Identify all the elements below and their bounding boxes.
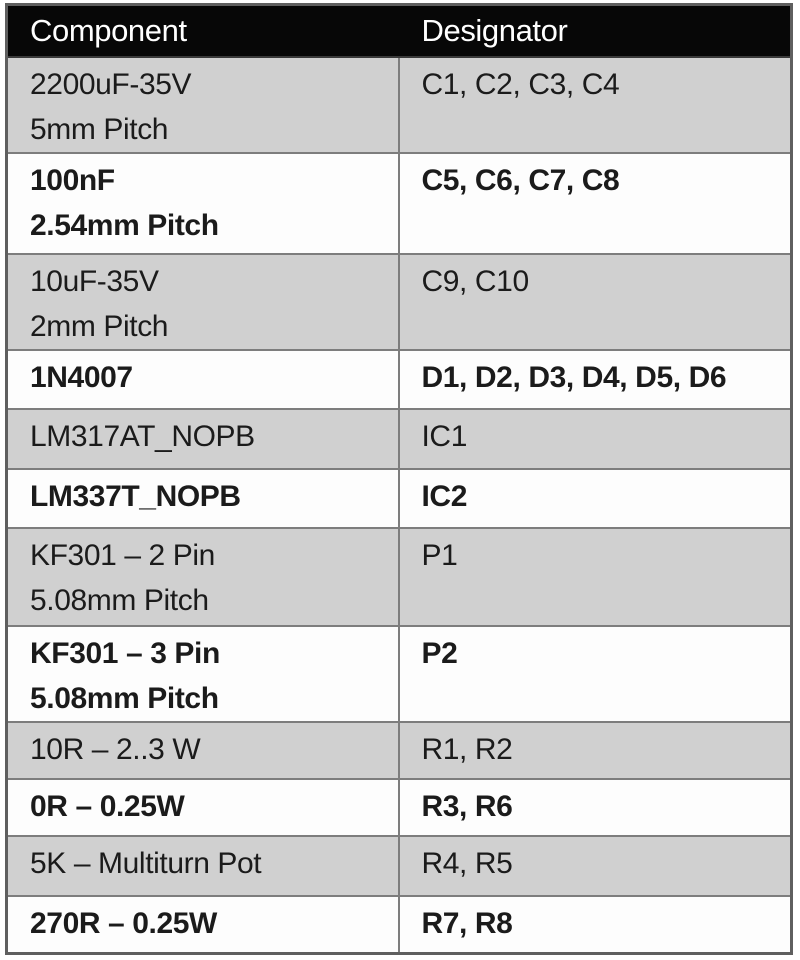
designator-cell: R7, R8 bbox=[397, 895, 793, 955]
component-cell: LM337T_NOPB bbox=[5, 468, 400, 529]
component-table-container: Component Designator 2200uF-35V 5mm Pitc… bbox=[5, 3, 793, 955]
table-row: 100nF 2.54mm Pitch C5, C6, C7, C8 bbox=[5, 152, 793, 255]
designator-cell: IC1 bbox=[397, 408, 793, 470]
component-cell: 270R – 0.25W bbox=[5, 895, 400, 955]
designator-cell: P2 bbox=[397, 625, 793, 723]
designator-cell: P1 bbox=[397, 527, 793, 627]
table-row: LM337T_NOPB IC2 bbox=[5, 468, 793, 529]
designator-cell: R4, R5 bbox=[397, 835, 793, 897]
component-cell: 100nF 2.54mm Pitch bbox=[5, 152, 400, 255]
table-row: KF301 – 3 Pin 5.08mm Pitch P2 bbox=[5, 625, 793, 723]
table-row: KF301 – 2 Pin 5.08mm Pitch P1 bbox=[5, 527, 793, 627]
designator-cell: R3, R6 bbox=[397, 778, 793, 837]
table-row: 5K – Multiturn Pot R4, R5 bbox=[5, 835, 793, 897]
component-cell: KF301 – 2 Pin 5.08mm Pitch bbox=[5, 527, 400, 627]
designator-cell: D1, D2, D3, D4, D5, D6 bbox=[397, 349, 793, 410]
table-row: 10R – 2..3 W R1, R2 bbox=[5, 721, 793, 780]
component-cell: KF301 – 3 Pin 5.08mm Pitch bbox=[5, 625, 400, 723]
table-header: Component Designator bbox=[5, 3, 793, 58]
designator-cell: C5, C6, C7, C8 bbox=[397, 152, 793, 255]
component-cell: 10uF-35V 2mm Pitch bbox=[5, 253, 400, 351]
designator-cell: C1, C2, C3, C4 bbox=[397, 56, 793, 154]
component-cell: 0R – 0.25W bbox=[5, 778, 400, 837]
designator-cell: R1, R2 bbox=[397, 721, 793, 780]
table-row: 270R – 0.25W R7, R8 bbox=[5, 895, 793, 955]
table-row: 1N4007 D1, D2, D3, D4, D5, D6 bbox=[5, 349, 793, 410]
column-header-designator: Designator bbox=[397, 3, 793, 58]
component-cell: LM317AT_NOPB bbox=[5, 408, 400, 470]
component-designator-table: Component Designator 2200uF-35V 5mm Pitc… bbox=[5, 3, 793, 955]
component-cell: 2200uF-35V 5mm Pitch bbox=[5, 56, 400, 154]
table-row: 10uF-35V 2mm Pitch C9, C10 bbox=[5, 253, 793, 351]
table-body: 2200uF-35V 5mm Pitch C1, C2, C3, C4 100n… bbox=[5, 56, 793, 955]
component-cell: 5K – Multiturn Pot bbox=[5, 835, 400, 897]
table-row: LM317AT_NOPB IC1 bbox=[5, 408, 793, 470]
component-cell: 10R – 2..3 W bbox=[5, 721, 400, 780]
header-row: Component Designator bbox=[5, 3, 793, 58]
designator-cell: C9, C10 bbox=[397, 253, 793, 351]
table-row: 0R – 0.25W R3, R6 bbox=[5, 778, 793, 837]
designator-cell: IC2 bbox=[397, 468, 793, 529]
component-cell: 1N4007 bbox=[5, 349, 400, 410]
column-header-component: Component bbox=[5, 3, 400, 58]
table-row: 2200uF-35V 5mm Pitch C1, C2, C3, C4 bbox=[5, 56, 793, 154]
